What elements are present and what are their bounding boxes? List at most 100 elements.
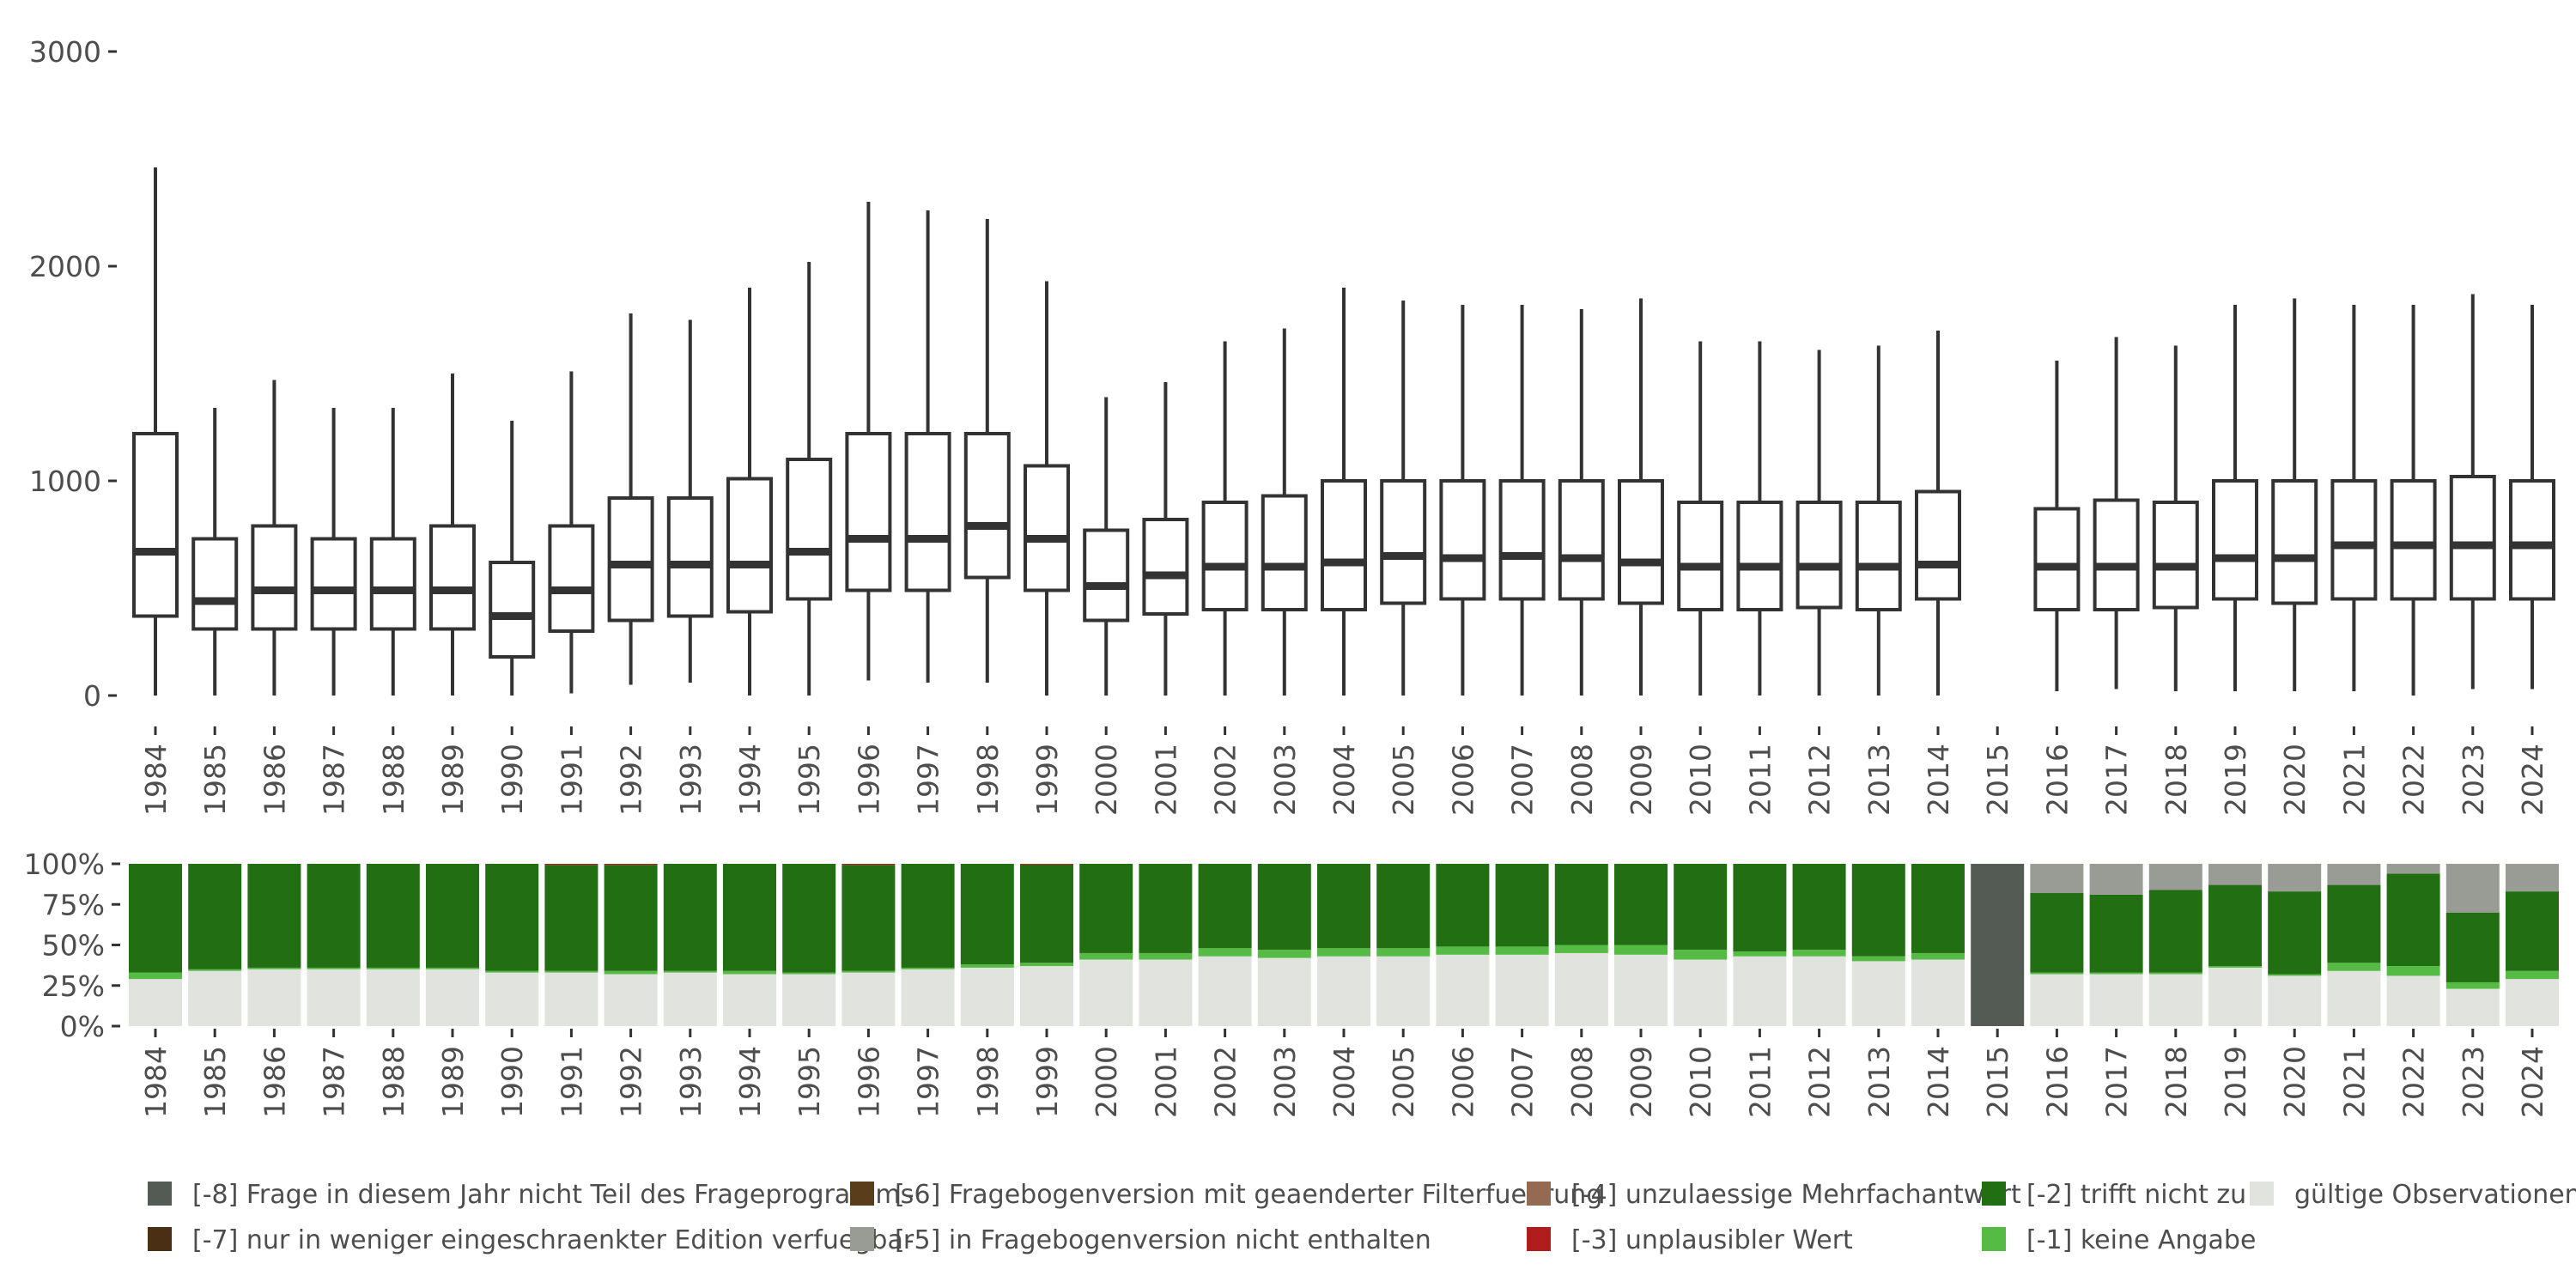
box-x-tick-label: 1995 — [793, 744, 826, 816]
box-x-tick-label: 2023 — [2457, 744, 2490, 816]
legend-item: [-8] Frage in diesem Jahr nicht Teil des… — [148, 1180, 914, 1210]
bar-segment — [188, 969, 242, 971]
bar-segment — [1554, 864, 1608, 945]
bar-segment — [663, 972, 717, 1026]
box-iqr — [489, 561, 536, 659]
bar-segment — [1020, 963, 1073, 967]
stacked-bar-2007 — [1495, 864, 1549, 1026]
box-1984 — [132, 167, 179, 696]
bar-x-tick-label: 2008 — [1565, 1046, 1599, 1118]
box-2009 — [1618, 298, 1664, 696]
bar-segment — [1198, 948, 1252, 957]
bar-segment — [247, 967, 301, 969]
box-iqr — [1439, 479, 1486, 601]
bar-x-tick-label: 1992 — [615, 1046, 648, 1118]
bar-segment — [2445, 981, 2500, 989]
bar-x-tick-label: 2016 — [2040, 1046, 2074, 1118]
box-x-tick-label: 2004 — [1327, 744, 1361, 816]
box-iqr — [2212, 479, 2258, 601]
box-iqr — [2152, 501, 2199, 610]
box-iqr — [310, 537, 357, 631]
bar-segment — [782, 864, 836, 973]
bar-segment — [366, 864, 420, 968]
box-x-tick-label: 2005 — [1387, 744, 1420, 816]
stacked-bar-1987 — [307, 864, 361, 1026]
bar-segment — [663, 970, 717, 973]
bar-segment — [2030, 972, 2084, 975]
bar-segment — [1792, 864, 1846, 951]
bar-segment — [723, 970, 776, 975]
box-iqr — [1024, 464, 1070, 592]
bar-segment — [782, 974, 836, 1026]
box-iqr — [607, 496, 654, 623]
bar-x-tick-label: 2001 — [1149, 1046, 1182, 1118]
bar-segment — [2327, 884, 2381, 963]
bar-segment — [2089, 864, 2143, 895]
legend-swatch — [850, 1182, 874, 1206]
box-2008 — [1558, 309, 1605, 696]
box-2006 — [1439, 305, 1486, 696]
bar-segment — [1436, 864, 1490, 947]
legend-item: [-4] unzulaessige Mehrfachantwort — [1527, 1180, 2021, 1210]
legend-swatch — [850, 1227, 874, 1251]
legend-label: [-5] in Fragebogenversion nicht enthalte… — [895, 1225, 1431, 1255]
legend-item: [-6] Fragebogenversion mit geaenderter F… — [850, 1180, 1602, 1210]
bar-x-tick-label: 1987 — [318, 1046, 351, 1118]
box-2018 — [2152, 345, 2199, 691]
legend-item: [-1] keine Angabe — [1982, 1225, 2256, 1255]
bar-segment — [129, 979, 182, 1026]
box-iqr — [1795, 501, 1843, 610]
box-x-tick-label: 2016 — [2040, 744, 2074, 816]
bar-segment — [2208, 967, 2262, 1026]
box-2023 — [2449, 294, 2496, 690]
bar-x-tick-label: 1997 — [912, 1046, 945, 1118]
bar-x-tick-label: 2017 — [2100, 1046, 2134, 1118]
bar-x-tick-label: 2015 — [1981, 1046, 2014, 1118]
bar-segment — [366, 969, 420, 1026]
bar-segment — [1020, 864, 1073, 865]
bar-segment — [188, 864, 242, 969]
bar-segment — [2208, 864, 2262, 885]
bar-segment — [2386, 975, 2440, 1026]
stacked-bar-1991 — [544, 864, 598, 1026]
bar-segment — [1376, 956, 1431, 1026]
bar-segment — [544, 972, 598, 1026]
bar-segment — [1198, 864, 1252, 949]
stacked-bar-1993 — [663, 864, 717, 1026]
bar-x-tick-label: 2004 — [1327, 1046, 1361, 1118]
bar-segment — [426, 967, 479, 969]
stacked-bar-2009 — [1614, 864, 1668, 1026]
bar-segment — [604, 865, 658, 971]
bar-x-tick-label: 2019 — [2219, 1046, 2252, 1118]
box-2011 — [1736, 341, 1783, 696]
legend-item: [-7] nur in weniger eingeschraenkter Edi… — [148, 1225, 914, 1255]
box-iqr — [251, 524, 298, 631]
box-x-tick-label: 1990 — [495, 744, 529, 816]
box-2002 — [1201, 341, 1249, 696]
bar-segment — [960, 864, 1014, 965]
bar-segment — [2445, 864, 2500, 913]
bar-segment — [485, 864, 539, 971]
bar-segment — [247, 864, 301, 968]
box-iqr — [1380, 479, 1427, 605]
bar-segment — [544, 864, 598, 866]
bar-x-tick-label: 2009 — [1625, 1046, 1658, 1118]
bar-segment — [129, 864, 182, 973]
box-iqr — [2271, 479, 2318, 605]
stacked-bar-1989 — [426, 864, 479, 1026]
legend-label: [-4] unzulaessige Mehrfachantwort — [1571, 1180, 2021, 1210]
legend-item: [-3] unplausibler Wert — [1527, 1225, 1853, 1255]
legend-label: [-1] keine Angabe — [2026, 1225, 2256, 1255]
bar-segment — [1674, 864, 1728, 951]
stacked-bar-2021 — [2327, 864, 2381, 1026]
box-1994 — [726, 288, 773, 696]
box-iqr — [2449, 475, 2496, 601]
stacked-bar-2002 — [1198, 864, 1252, 1026]
bar-segment — [1911, 959, 1965, 1026]
bar-segment — [1733, 956, 1787, 1026]
bar-x-tick-label: 2013 — [1862, 1046, 1896, 1118]
stacked-bar-2014 — [1911, 864, 1965, 1026]
bar-x-tick-label: 1993 — [674, 1046, 708, 1118]
box-iqr — [1558, 479, 1605, 601]
box-1991 — [548, 371, 595, 694]
